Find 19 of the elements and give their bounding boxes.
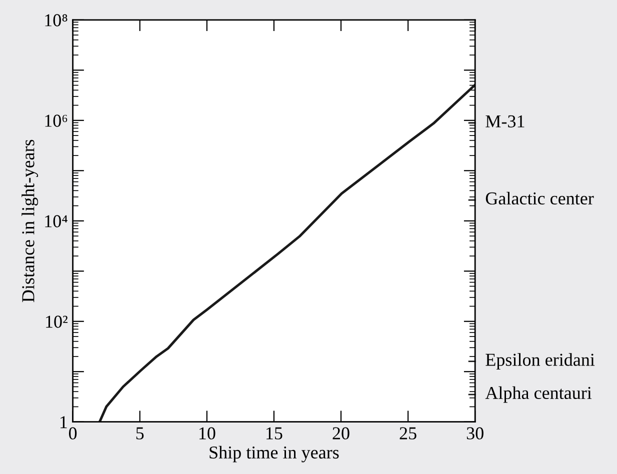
- y-axis-title: Distance in light-years: [22, 140, 38, 302]
- x-tick-label: 5: [136, 427, 144, 440]
- line-series: [98, 84, 476, 422]
- x-tick-label: 20: [332, 427, 350, 440]
- y-tick-label: 10⁸: [45, 14, 68, 26]
- y-tick-label: 10⁴: [45, 215, 68, 228]
- ref-line-label: Epsilon eridani: [486, 353, 595, 370]
- x-tick-label: 10: [199, 427, 216, 440]
- ref-line-label: M-31: [486, 115, 524, 128]
- y-tick-label: 1: [60, 416, 67, 428]
- x-tick-label: 0: [68, 427, 77, 440]
- x-tick-label: 30: [466, 427, 484, 440]
- ref-line-label: Alpha centauri: [485, 386, 592, 403]
- x-tick-label: 15: [266, 427, 282, 440]
- x-tick-label: 25: [400, 427, 416, 440]
- ref-line-label: Galactic center: [486, 192, 594, 205]
- y-tick-label: 10⁶: [45, 114, 68, 127]
- x-axis-title: Ship time in years: [210, 446, 339, 462]
- y-tick-label: 10²: [46, 316, 68, 328]
